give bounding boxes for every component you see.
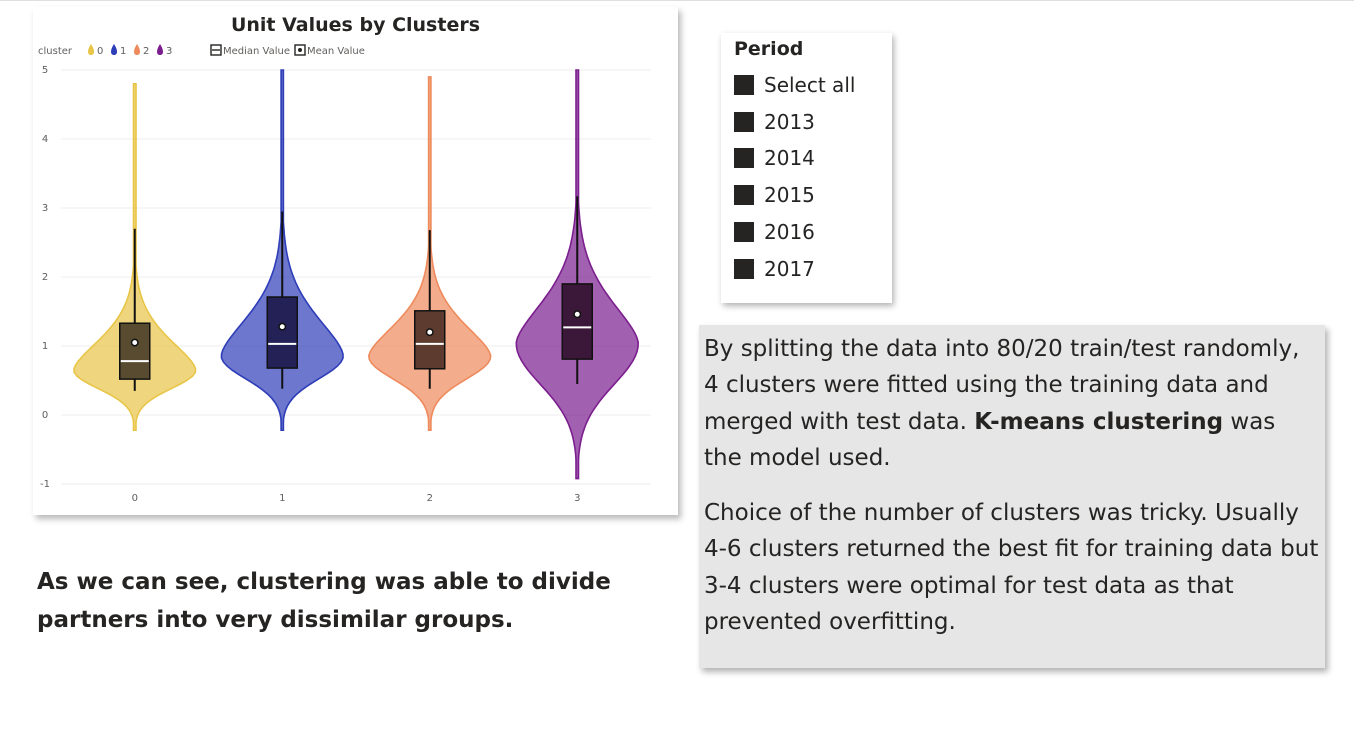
checkbox-checked-icon[interactable] [734,112,754,132]
slicer-title: Period [734,38,804,60]
y-tick-label: 3 [42,203,48,214]
slicer-item-label: 2016 [764,220,815,244]
legend-label: 3 [166,46,172,57]
notes-paragraph-2: Choice of the number of clusters was tri… [704,500,1319,635]
legend-marker-icon [134,44,140,55]
iqr-box [266,296,298,369]
y-tick-label: 2 [42,272,48,283]
legend-label: 0 [97,46,103,57]
violin-chart: 5 4 3 2 1 0 -1 0 1 2 3 cluster 0 1 2 3 Median Value Mean … [38,44,651,504]
checkbox-checked-icon[interactable] [734,75,754,95]
checkbox-checked-icon[interactable] [734,222,754,242]
violin-chart-visual[interactable]: Unit Values by Clusters 5 4 3 2 1 0 -1 0 1 2 3 clus… [33,7,678,515]
period-slicer[interactable]: Period Select all 2013 2014 2015 2016 20… [721,33,892,303]
x-tick-label: 2 [427,493,433,504]
checkbox-checked-icon[interactable] [734,148,754,168]
slicer-item-2014[interactable]: 2014 [734,146,815,170]
slicer-item-label: 2017 [764,257,815,281]
legend-label: 1 [120,46,126,57]
notes-text: was the model used. [704,408,1276,471]
mean-marker [425,328,434,337]
notes-paragraph-1: By splitting the data into 80/20 train/t… [704,331,1320,476]
x-tick-label: 3 [574,493,580,504]
slicer-item-label: 2014 [764,146,815,170]
legend-marker-icon [157,44,163,55]
caption-text: As we can see, clustering was able to di… [37,569,611,633]
notes-textbox: By splitting the data into 80/20 train/t… [699,325,1325,668]
slicer-item-label: 2015 [764,183,815,207]
notes-text: By splitting the data into 80/20 train/t… [704,336,1300,435]
y-tick-label: 0 [42,410,48,421]
legend-marker-icon [111,44,117,55]
x-tick-label: 0 [132,493,138,504]
mean-marker [573,310,582,319]
mean-marker [130,338,139,347]
slicer-item-2017[interactable]: 2017 [734,257,815,281]
x-tick-label: 1 [279,493,285,504]
mean-legend-label: Mean Value [307,46,365,57]
notes-bold-text: K-means clustering [974,408,1224,435]
legend-title: cluster [38,46,73,57]
iqr-box [561,283,593,360]
chart-title: Unit Values by Clusters [230,14,481,36]
y-tick-label: 4 [42,134,48,145]
y-tick-label: 1 [42,341,48,352]
mean-legend-icon-dot [298,48,302,52]
iqr-box [414,310,446,370]
slicer-item-2015[interactable]: 2015 [734,183,815,207]
checkbox-checked-icon[interactable] [734,259,754,279]
slicer-item-2013[interactable]: 2013 [734,110,815,134]
slicer-item-label: Select all [764,73,856,97]
y-tick-label: 5 [42,65,48,76]
median-legend-label: Median Value [223,46,290,57]
legend-label: 2 [143,46,149,57]
slicer-item-label: 2013 [764,110,815,134]
slicer-item-select-all[interactable]: Select all [734,73,855,97]
top-divider [0,0,1354,1]
slicer-item-2016[interactable]: 2016 [734,220,815,244]
legend-marker-icon [88,44,94,55]
checkbox-checked-icon[interactable] [734,185,754,205]
iqr-box [119,322,151,380]
mean-marker [278,322,287,331]
y-tick-label: -1 [40,479,50,490]
